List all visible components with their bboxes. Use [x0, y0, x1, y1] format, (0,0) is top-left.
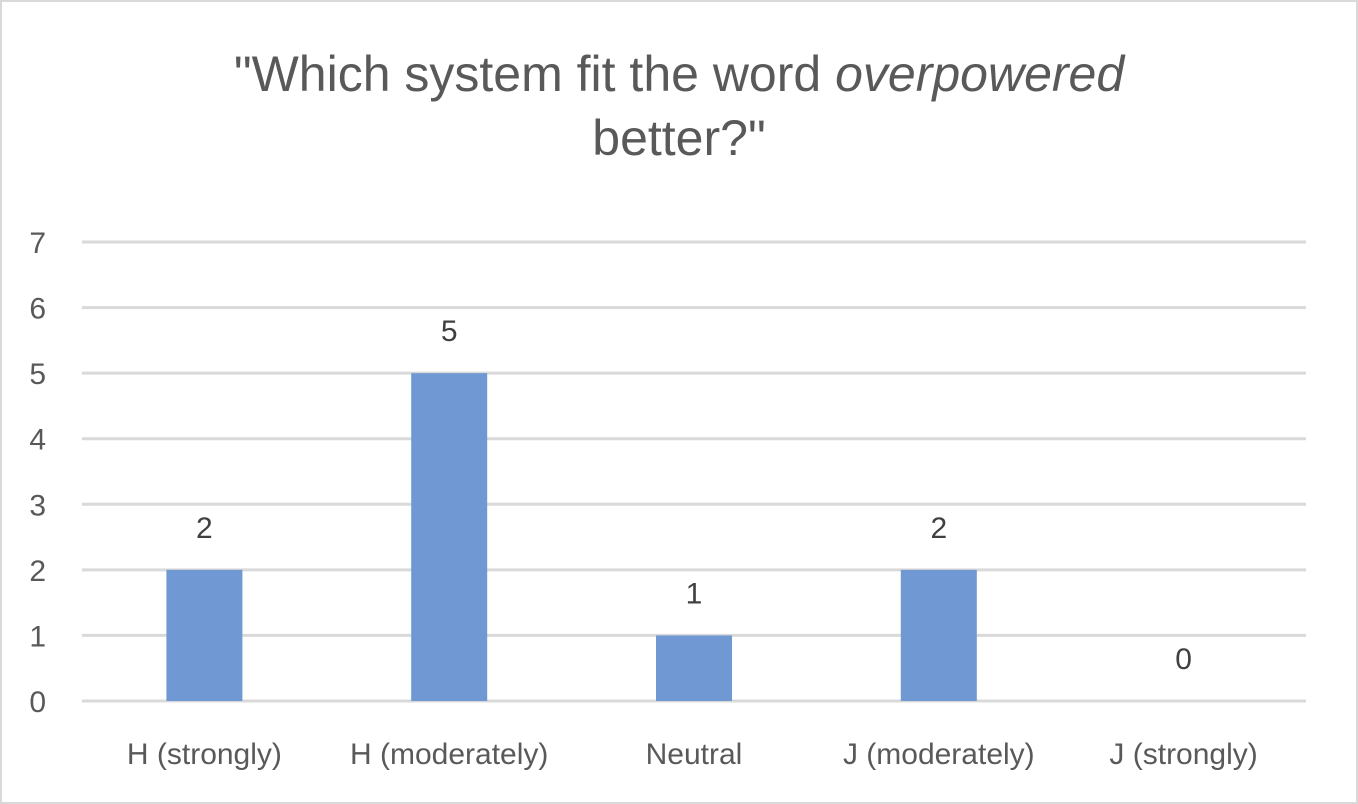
data-label-2: 1 [686, 577, 703, 610]
chart-title: "Which system fit the word overpowered b… [0, 42, 1358, 170]
y-tick-label-3: 3 [29, 489, 46, 522]
y-tick-label-2: 2 [29, 555, 46, 588]
bar-0 [166, 569, 243, 701]
bars [166, 373, 977, 701]
data-label-1: 5 [441, 315, 458, 348]
y-axis-tick-labels: 0 1 2 3 4 5 6 7 [29, 227, 46, 719]
x-category-label-3: J (moderately) [843, 738, 1035, 771]
x-category-label-0: H (strongly) [127, 738, 282, 771]
y-tick-label-1: 1 [29, 620, 46, 653]
chart-title-emphasis: overpowered [835, 46, 1125, 102]
data-label-0: 2 [196, 512, 213, 545]
data-label-4: 0 [1175, 643, 1192, 676]
bar-1 [411, 373, 488, 701]
data-label-3: 2 [930, 512, 947, 545]
gridlines [82, 240, 1306, 703]
x-category-label-1: H (moderately) [350, 738, 548, 771]
x-category-label-2: Neutral [646, 738, 743, 771]
data-labels: 2 5 1 2 0 [196, 315, 1192, 676]
chart-title-after: better?" [592, 110, 766, 166]
y-tick-label-4: 4 [29, 424, 46, 457]
y-tick-label-7: 7 [29, 227, 46, 260]
bar-2 [656, 635, 732, 701]
x-category-label-4: J (strongly) [1109, 738, 1257, 771]
y-tick-label-6: 6 [29, 293, 46, 326]
y-tick-label-0: 0 [29, 686, 46, 719]
x-axis-category-labels: H (strongly) H (moderately) Neutral J (mode… [127, 738, 1258, 771]
bar-3 [900, 569, 977, 701]
chart-title-before: "Which system fit the word [233, 46, 836, 102]
y-tick-label-5: 5 [29, 358, 46, 391]
